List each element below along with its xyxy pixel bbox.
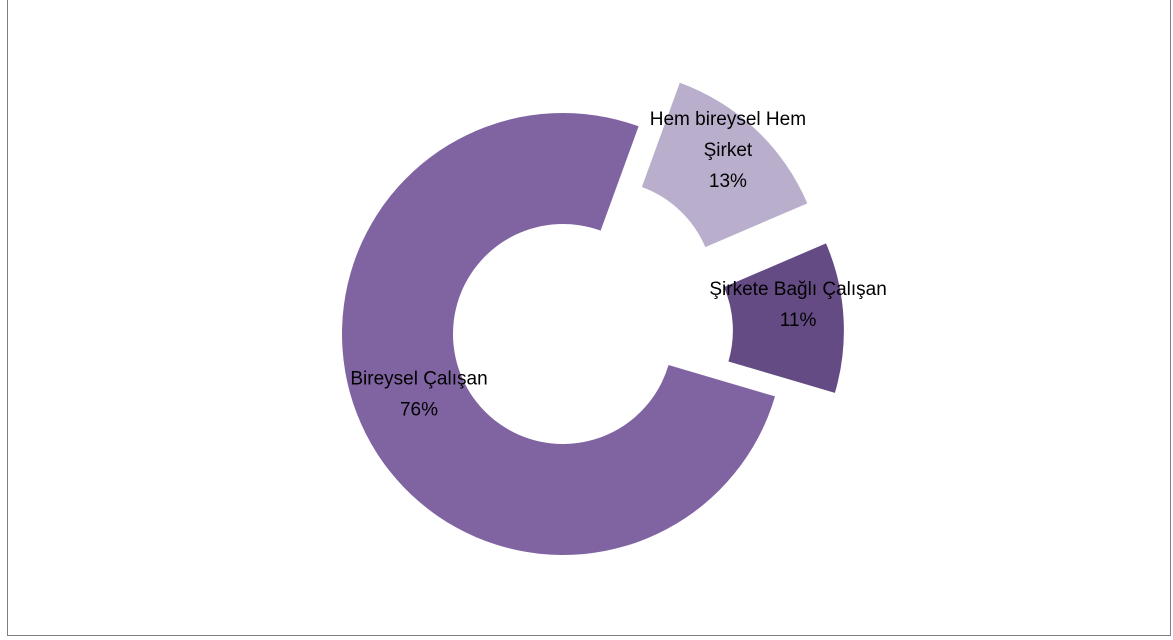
slice-sirkete-bagli-calisan — [724, 243, 844, 393]
percent-label: 13% — [709, 171, 747, 192]
percent-label: 76% — [400, 400, 438, 421]
category-label-line: Hem bireysel Hem — [650, 109, 806, 130]
percent-label: 11% — [780, 310, 817, 331]
data-label-bireysel-calisan: Bireysel Çalışan 76% — [350, 369, 487, 421]
category-label-line: Bireysel Çalışan — [350, 369, 487, 390]
labels-layer: Hem bireysel Hem Şirket 13% Şirkete Bağlı Ç… — [350, 109, 886, 420]
data-label-hem-bireysel-hem-sirket: Hem bireysel Hem Şirket 13% — [650, 109, 806, 192]
slice-hem-bireysel-hem-sirket — [641, 82, 808, 248]
slices-layer — [342, 82, 844, 556]
category-label-line: Şirket — [704, 140, 753, 161]
category-label-line: Şirkete Bağlı Çalışan — [709, 279, 886, 300]
data-label-sirkete-bagli-calisan: Şirkete Bağlı Çalışan 11% — [709, 279, 886, 331]
slice-bireysel-calisan — [342, 113, 776, 556]
